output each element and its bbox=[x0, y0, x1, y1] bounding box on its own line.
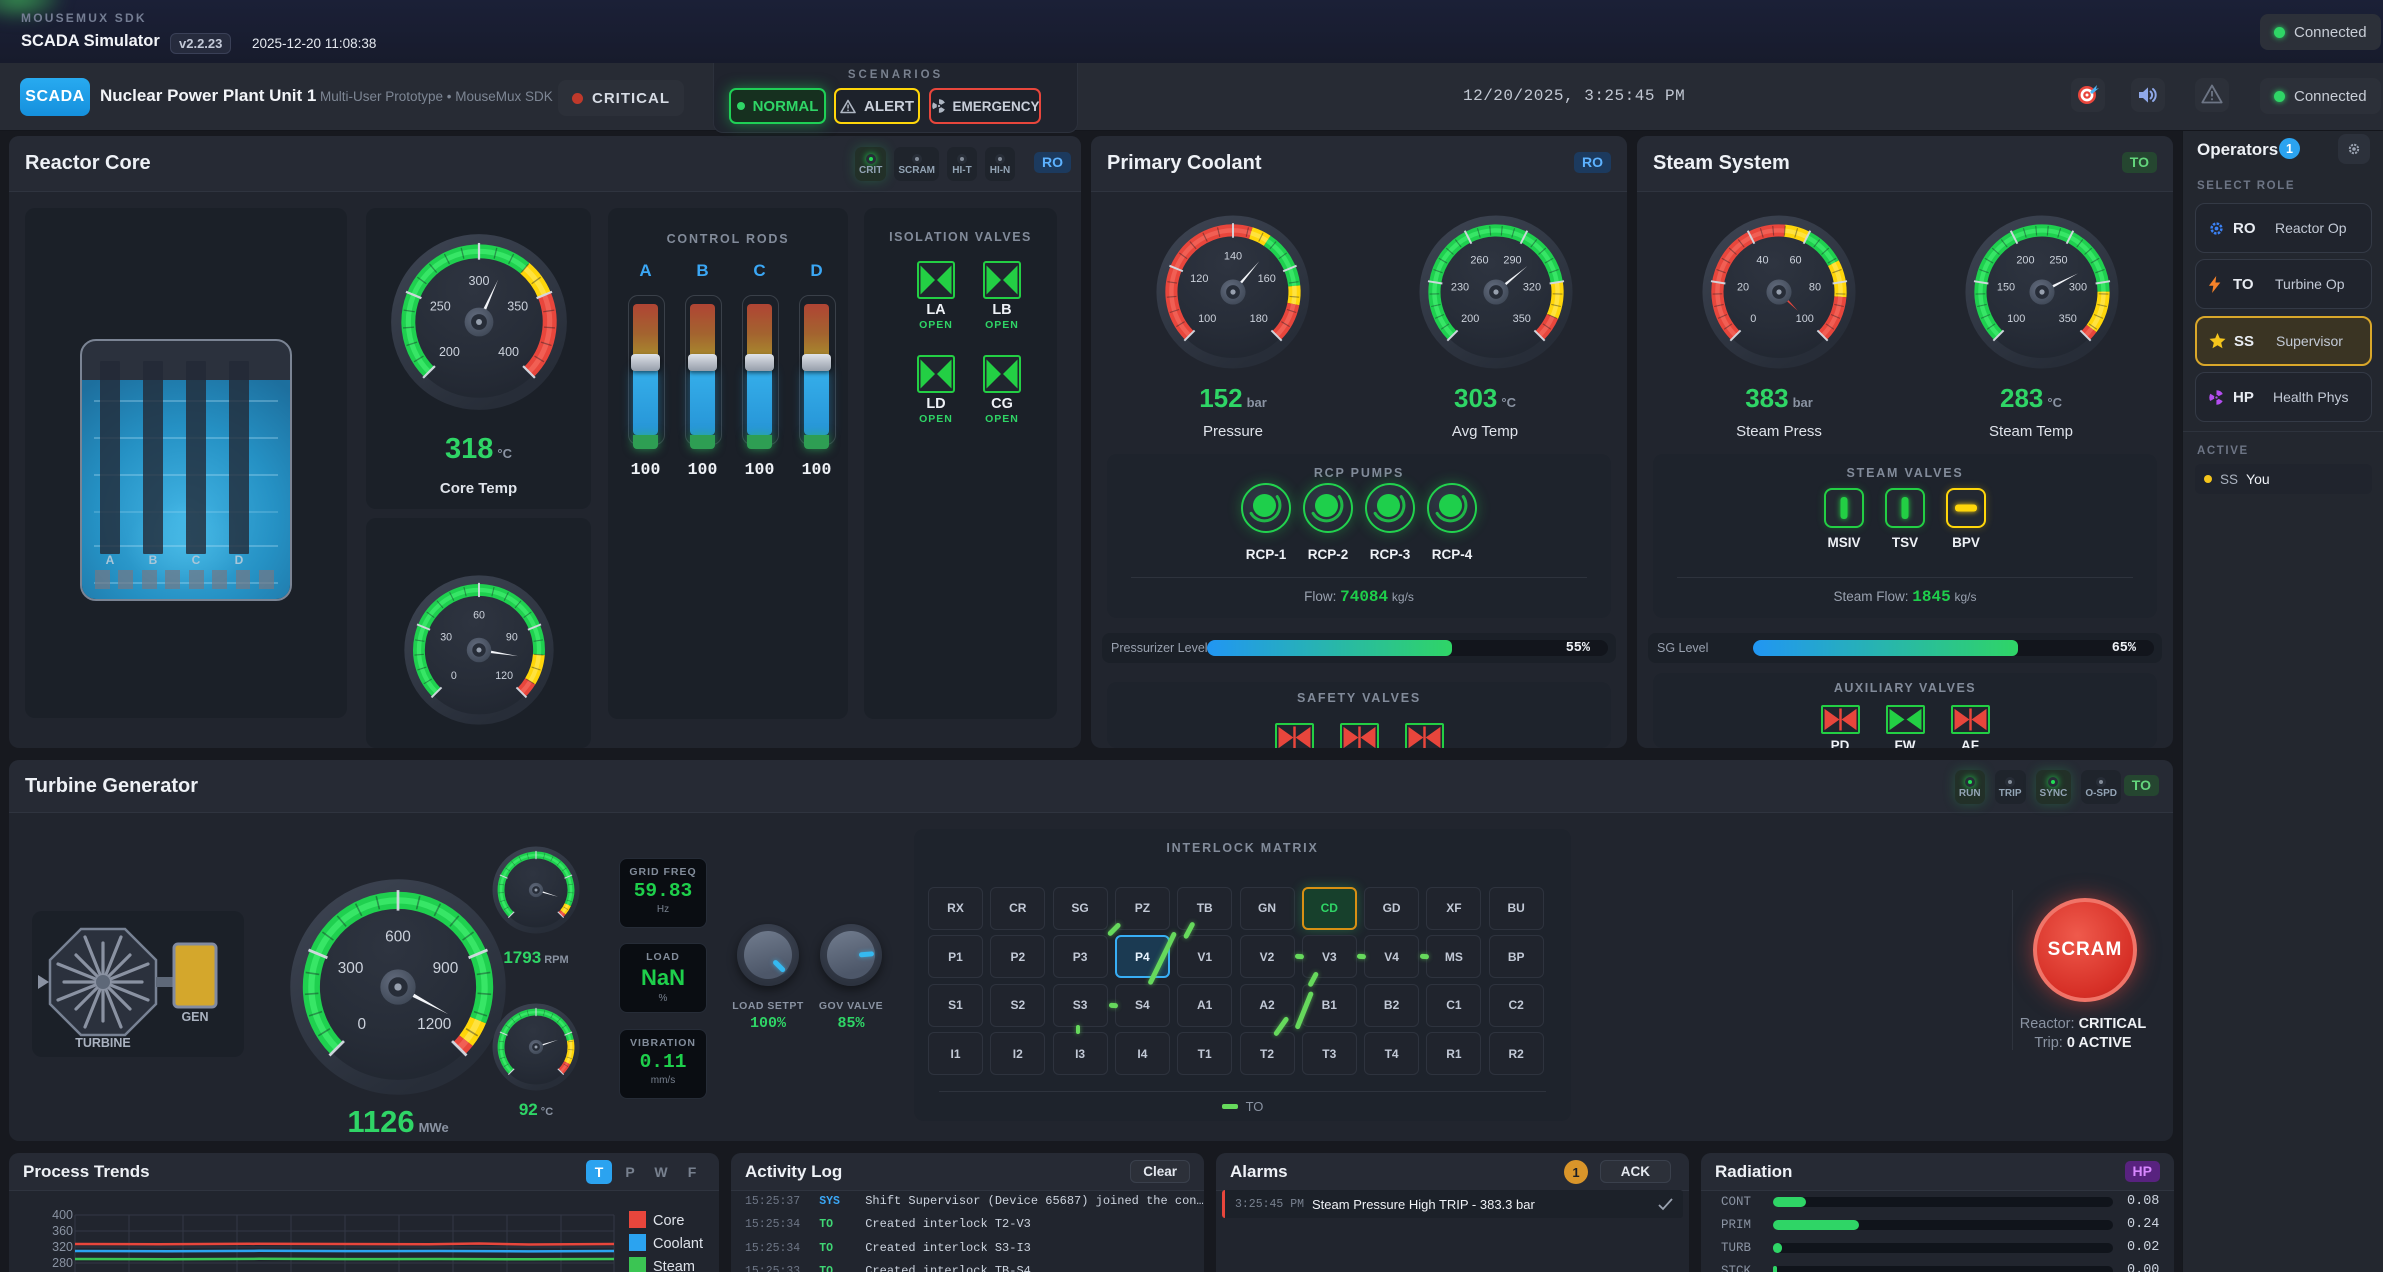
svg-text:40: 40 bbox=[1756, 255, 1768, 267]
svg-text:160: 160 bbox=[1258, 273, 1276, 285]
svg-text:280: 280 bbox=[52, 1256, 73, 1270]
svg-text:290: 290 bbox=[1503, 255, 1521, 267]
svg-text:300: 300 bbox=[2069, 281, 2087, 293]
svg-text:120: 120 bbox=[1190, 273, 1208, 285]
svg-text:Steam: Steam bbox=[653, 1259, 695, 1272]
svg-text:GEN: GEN bbox=[181, 1010, 208, 1024]
svg-text:230: 230 bbox=[1451, 281, 1469, 293]
svg-text:350: 350 bbox=[1513, 313, 1531, 325]
svg-text:200: 200 bbox=[1461, 313, 1479, 325]
svg-text:350: 350 bbox=[2059, 313, 2077, 325]
svg-text:250: 250 bbox=[430, 300, 451, 314]
svg-text:900: 900 bbox=[433, 960, 459, 977]
svg-text:400: 400 bbox=[52, 1208, 73, 1222]
svg-text:Core: Core bbox=[653, 1213, 684, 1229]
svg-text:250: 250 bbox=[2049, 255, 2067, 267]
svg-text:400: 400 bbox=[498, 345, 519, 359]
svg-text:100: 100 bbox=[2007, 313, 2025, 325]
svg-text:140: 140 bbox=[1224, 251, 1242, 263]
svg-text:360: 360 bbox=[52, 1224, 73, 1238]
svg-text:0: 0 bbox=[451, 670, 457, 682]
svg-text:120: 120 bbox=[495, 670, 513, 682]
svg-text:300: 300 bbox=[469, 274, 490, 288]
svg-text:200: 200 bbox=[2016, 255, 2034, 267]
svg-text:100: 100 bbox=[1198, 313, 1216, 325]
svg-text:TURBINE: TURBINE bbox=[75, 1036, 131, 1050]
svg-text:60: 60 bbox=[473, 609, 485, 621]
svg-text:Coolant: Coolant bbox=[653, 1236, 703, 1252]
svg-text:60: 60 bbox=[1789, 255, 1801, 267]
svg-text:0: 0 bbox=[357, 1016, 366, 1033]
svg-text:320: 320 bbox=[52, 1240, 73, 1254]
svg-text:80: 80 bbox=[1809, 281, 1821, 293]
svg-text:300: 300 bbox=[338, 960, 364, 977]
svg-text:350: 350 bbox=[507, 300, 528, 314]
svg-text:200: 200 bbox=[439, 345, 460, 359]
svg-text:20: 20 bbox=[1737, 281, 1749, 293]
svg-text:1200: 1200 bbox=[417, 1016, 451, 1033]
svg-text:320: 320 bbox=[1523, 281, 1541, 293]
svg-text:30: 30 bbox=[440, 631, 452, 643]
svg-text:180: 180 bbox=[1250, 313, 1268, 325]
svg-text:0: 0 bbox=[1750, 313, 1756, 325]
svg-text:90: 90 bbox=[506, 631, 518, 643]
svg-text:260: 260 bbox=[1470, 255, 1488, 267]
svg-text:150: 150 bbox=[1997, 281, 2015, 293]
svg-text:100: 100 bbox=[1796, 313, 1814, 325]
svg-text:600: 600 bbox=[385, 928, 411, 945]
